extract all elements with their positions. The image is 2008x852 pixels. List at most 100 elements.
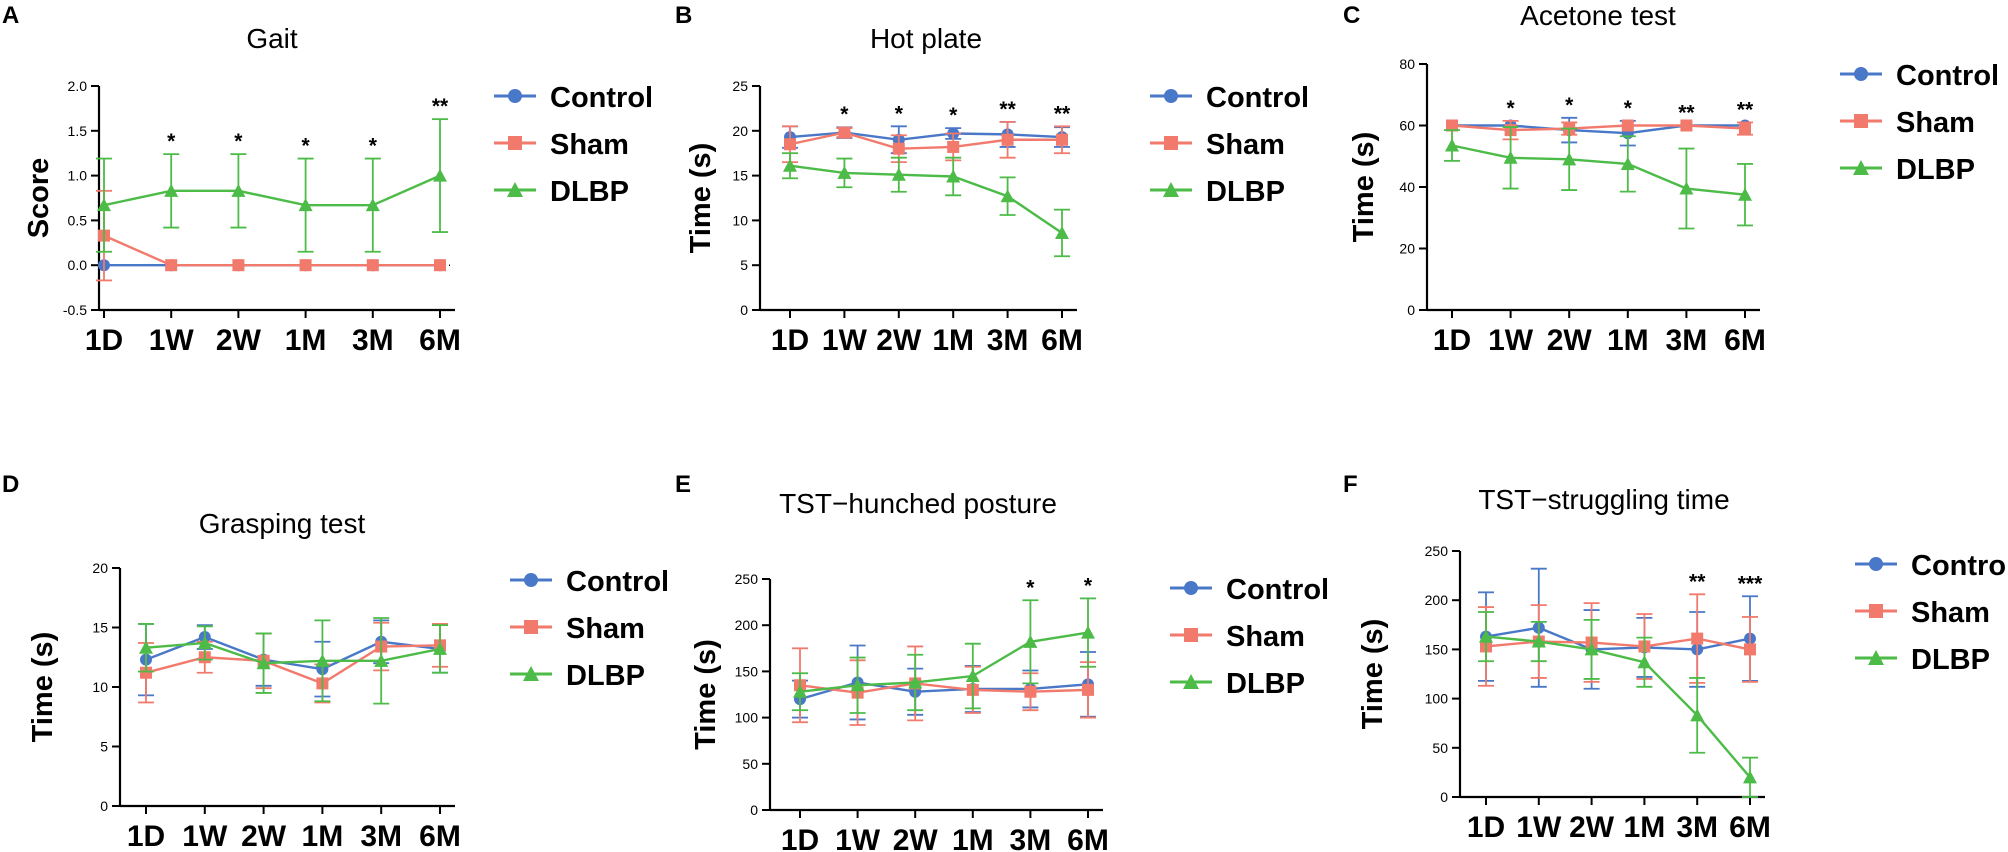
legend-marker	[1163, 182, 1179, 197]
significance-annotation: *	[949, 104, 958, 127]
x-tick-label: 3M	[1676, 811, 1718, 844]
y-tick-label: 0	[100, 798, 108, 814]
data-point	[197, 635, 212, 649]
data-point	[838, 126, 851, 139]
legend-item-control: Control	[1170, 574, 1329, 606]
series-sham	[1446, 119, 1753, 141]
legend-item-dlbp: DLBP	[1855, 644, 1990, 676]
data-point	[1479, 629, 1493, 643]
data-point	[1445, 138, 1459, 152]
panel-letter: E	[675, 471, 691, 498]
series-line	[1451, 144, 1746, 196]
legend-marker	[1183, 674, 1199, 689]
legend-marker	[1868, 650, 1884, 665]
legend-item-control: Control	[1150, 82, 1309, 114]
y-tick-label: 200	[735, 617, 759, 633]
data-point	[1680, 119, 1693, 132]
significance-annotation: *	[302, 135, 311, 158]
data-point	[947, 140, 960, 153]
legend-item-sham: Sham	[510, 613, 645, 645]
y-tick-label: 10	[92, 679, 108, 695]
x-tick-label: 1M	[302, 820, 344, 852]
legend-label: DLBP	[1896, 154, 1975, 186]
series-dlbp	[138, 617, 448, 705]
x-tick-label: 6M	[1041, 324, 1083, 357]
series-line	[1485, 626, 1751, 651]
chart-panel-e: E TST−hunched posture Time (s) 0 50 100 150 200…	[675, 471, 1329, 852]
legend-item-dlbp: DLBP	[510, 660, 645, 692]
data-point	[139, 640, 153, 654]
legend-label: Sham	[550, 129, 629, 161]
y-tick-label: 10	[732, 212, 748, 228]
chart-panel-a: A Gait Score -0.5 0.0 0.5 1.0 1.5 2.0 1D 1W 2W 1M 3M 6…	[2, 2, 653, 357]
legend-item-control: Control	[494, 82, 653, 114]
y-tick-label: 5	[740, 257, 748, 273]
legend-item-dlbp: DLBP	[1150, 176, 1285, 208]
legend-item-control: Control	[1855, 550, 2008, 582]
chart-panel-f: F TST−struggling time Time (s) 0 50 100 150 200…	[1343, 471, 2008, 844]
data-point	[1562, 152, 1577, 166]
y-tick-label: 40	[1399, 179, 1415, 195]
legend-item-dlbp: DLBP	[494, 176, 629, 208]
y-axis-label: Time (s)	[1348, 132, 1380, 243]
chart-panel-b: B Hot plate Time (s) 0 5 10 15 20 25 1D 1W 2W 1M 3M 6M…	[675, 2, 1309, 357]
y-tick-label: 5	[100, 739, 108, 755]
x-tick-label: 3M	[1010, 824, 1052, 852]
data-point	[433, 641, 447, 655]
legend-label: DLBP	[566, 660, 645, 692]
data-point	[140, 666, 152, 679]
chart-panel-d: D Grasping test Time (s) 0 5 10 15 20 1D 1W 2W 1M 3M…	[2, 471, 669, 852]
data-point	[366, 259, 379, 272]
y-tick-label: 1.0	[68, 168, 88, 184]
legend-label: Control	[1226, 574, 1329, 606]
significance-annotation: **	[1054, 102, 1071, 125]
y-axis-label: Score	[23, 158, 55, 239]
x-tick-label: 1M	[1607, 324, 1649, 357]
y-tick-label: -0.5	[63, 302, 87, 318]
x-tick-label: 1D	[1433, 324, 1471, 357]
data-point	[1056, 133, 1068, 146]
data-point	[164, 183, 179, 197]
legend-marker	[524, 573, 538, 587]
panel-letter: D	[2, 471, 19, 498]
chart-title: Grasping test	[199, 508, 366, 539]
legend-label: Control	[550, 82, 653, 114]
legend-marker	[1854, 67, 1868, 81]
legend-label: DLBP	[1911, 644, 1990, 676]
data-point	[374, 653, 389, 667]
legend-item-sham: Sham	[1840, 107, 1975, 139]
data-point	[1531, 634, 1546, 648]
data-point	[892, 142, 905, 155]
data-point	[256, 656, 271, 670]
x-tick-label: 2W	[241, 820, 287, 852]
data-point	[1691, 632, 1704, 645]
series-line	[103, 234, 440, 267]
legend-label: Sham	[1911, 597, 1990, 629]
legend-marker	[1164, 89, 1178, 103]
data-point	[1023, 634, 1038, 648]
data-point	[1446, 119, 1458, 132]
series-control	[792, 644, 1096, 721]
series-sham	[782, 120, 1070, 164]
y-tick-label: 25	[732, 78, 748, 94]
series-sham	[96, 189, 446, 282]
chart-panel-c: C Acetone test Time (s) 0 20 40 60 80 1D 1W 2W 1M 3M…	[1343, 0, 1999, 357]
y-tick-label: 250	[735, 571, 759, 587]
chart-title: Acetone test	[1520, 0, 1676, 31]
significance-annotation: ***	[1738, 572, 1763, 595]
panel-letter: B	[675, 2, 692, 29]
legend-marker	[1853, 160, 1869, 175]
legend-item-sham: Sham	[494, 129, 629, 161]
series-line	[1485, 637, 1751, 651]
x-tick-label: 1M	[932, 324, 974, 357]
data-point	[1743, 770, 1757, 784]
data-point	[1001, 133, 1014, 146]
data-point	[908, 675, 923, 689]
data-point	[850, 678, 865, 692]
y-tick-label: 0	[750, 802, 758, 818]
legend-item-control: Control	[1840, 60, 1999, 92]
data-point	[165, 259, 178, 272]
data-point	[1738, 187, 1752, 201]
data-point	[1584, 642, 1599, 656]
y-tick-label: 50	[1432, 740, 1448, 756]
